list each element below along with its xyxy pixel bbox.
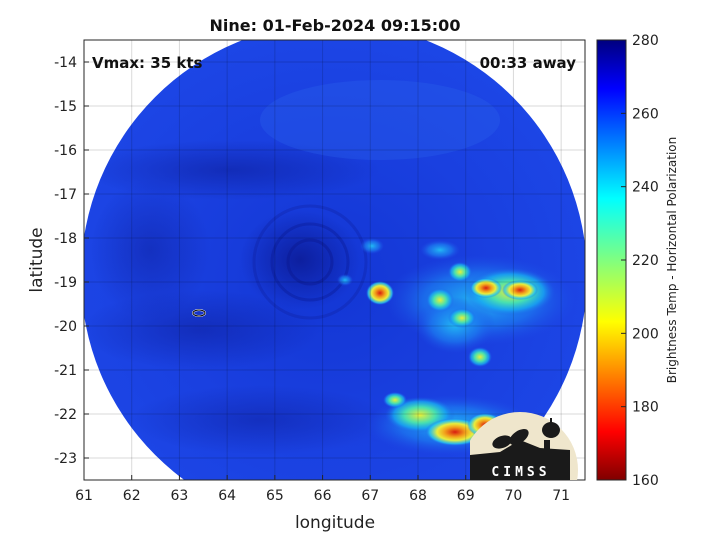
colorbar-tick-label: 280 [632, 33, 659, 49]
x-tick-label: 63 [171, 488, 189, 504]
y-tick-label: -21 [54, 363, 77, 379]
colorbar-label: Brightness Temp - Horizontal Polarizatio… [665, 137, 679, 384]
y-tick-label: -22 [54, 407, 77, 423]
y-tick-label: -23 [54, 451, 77, 467]
colorbar-ticks: 280 260 240 220 200 180 160 [621, 33, 659, 489]
y-tick-label: -16 [54, 143, 77, 159]
y-tick-label: -19 [54, 275, 77, 291]
y-tick-label: -18 [54, 231, 77, 247]
x-tick-label: 71 [552, 488, 570, 504]
y-axis-ticks: -14 -15 -16 -17 -18 -19 -20 -21 -22 -23 [54, 55, 89, 467]
colorbar-tick-label: 240 [632, 180, 659, 196]
colorbar-tick-label: 260 [632, 106, 659, 122]
colorbar-tick-label: 200 [632, 326, 659, 342]
x-axis-ticks: 61 62 63 64 65 66 67 68 69 70 71 [75, 475, 570, 504]
y-axis-label: latitude [27, 227, 47, 292]
x-tick-label: 68 [409, 488, 427, 504]
x-tick-label: 64 [218, 488, 236, 504]
colorbar-tick-label: 180 [632, 400, 659, 416]
x-axis-label: longitude [295, 513, 375, 533]
plot-area: 61 62 63 64 65 66 67 68 69 70 71 -14-15-16-17-18-1… [27, 39, 586, 533]
y-tick-label: -14 [54, 55, 77, 71]
cimss-logo: CIMSS [470, 412, 578, 480]
y-tick-label: -15 [54, 99, 77, 115]
x-tick-label: 62 [123, 488, 141, 504]
y-tick-label: -17 [54, 187, 77, 203]
time-away-annotation: 00:33 away [480, 54, 577, 72]
x-tick-label: 66 [314, 488, 332, 504]
colorbar: 280 260 240 220 200 180 160 Brightness Temp - … [596, 33, 679, 489]
logo-text: CIMSS [491, 465, 550, 480]
colorbar-tick-label: 160 [632, 473, 659, 489]
x-tick-label: 67 [361, 488, 379, 504]
figure-title: Nine: 01-Feb-2024 09:15:00 [210, 16, 461, 35]
vmax-annotation: Vmax: 35 kts [92, 54, 202, 72]
x-tick-label: 65 [266, 488, 284, 504]
x-tick-label: 70 [505, 488, 523, 504]
y-tick-label: -20 [54, 319, 77, 335]
brightness-swath [84, 40, 585, 480]
x-tick-label: 69 [457, 488, 475, 504]
colorbar-tick-label: 220 [632, 253, 659, 269]
x-tick-label: 61 [75, 488, 93, 504]
